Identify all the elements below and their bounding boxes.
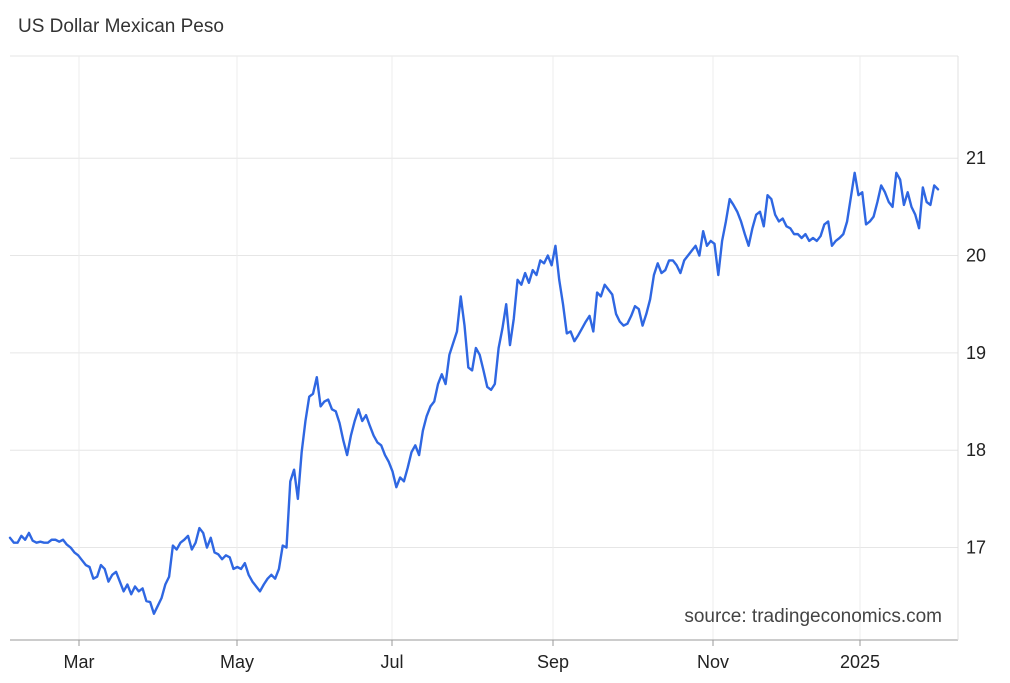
y-axis-labels: 17 18 19 20 21 — [966, 148, 986, 557]
y-tick-label: 21 — [966, 148, 986, 168]
chart-grid — [10, 55, 958, 640]
y-tick-label: 19 — [966, 343, 986, 363]
x-tick-label: Nov — [697, 652, 729, 672]
x-tick-label: 2025 — [840, 652, 880, 672]
series-group — [8, 171, 940, 615]
y-tick-label: 20 — [966, 246, 986, 266]
x-tick-label: Sep — [537, 652, 569, 672]
series-line-usdmxn — [8, 171, 940, 615]
x-tick-label: Jul — [380, 652, 403, 672]
source-label: source: tradingeconomics.com — [684, 606, 942, 627]
y-tick-label: 18 — [966, 440, 986, 460]
chart-title: US Dollar Mexican Peso — [18, 16, 224, 37]
x-tick-label: May — [220, 652, 254, 672]
x-tick-label: Mar — [64, 652, 95, 672]
x-axis-labels: Mar May Jul Sep Nov 2025 — [64, 652, 881, 672]
y-tick-label: 17 — [966, 538, 986, 558]
chart-axes — [10, 56, 959, 646]
